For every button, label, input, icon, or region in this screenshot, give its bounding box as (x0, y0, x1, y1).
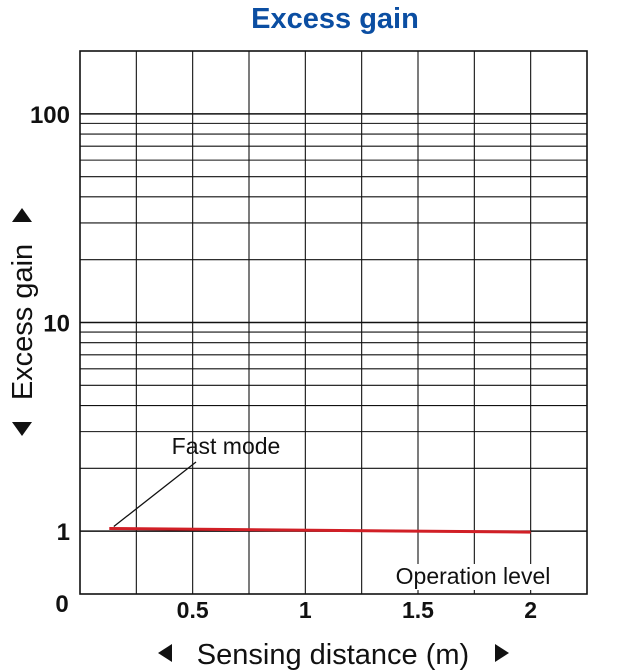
y-axis-label: Excess gain (7, 244, 39, 400)
origin-tick-label: 0 (55, 591, 68, 618)
operation-level-label: Operation level (396, 563, 551, 589)
series-line-fast-mode (109, 527, 531, 534)
annotation-layer: Fast mode Operation level (113, 433, 568, 590)
x-tick-label: 2 (524, 597, 537, 623)
plot-frame (79, 50, 588, 595)
y-axis-label-group: Excess gain (7, 208, 39, 436)
y-axis-up-triangle-icon (12, 208, 32, 222)
x-axis-label-group: Sensing distance (m) (158, 639, 509, 671)
y-tick-label: 1 (57, 519, 70, 546)
x-axis-left-triangle-icon (158, 644, 172, 662)
operation-level-label-background (378, 564, 568, 590)
y-tick-label: 100 (30, 102, 70, 129)
y-axis-down-triangle-icon (12, 422, 32, 436)
x-axis-right-triangle-icon (495, 644, 509, 662)
x-tick-label: 1.5 (402, 597, 434, 623)
tick-labels: 1 10 100 0.5 1 1.5 2 0 (30, 102, 537, 623)
chart-title: Excess gain (251, 3, 419, 35)
x-tick-label: 0.5 (177, 597, 209, 623)
fast-mode-leader-line (113, 461, 197, 528)
x-tick-label: 1 (299, 597, 312, 623)
series-layer (109, 527, 531, 534)
x-axis-label: Sensing distance (m) (197, 639, 469, 671)
grid (80, 51, 587, 594)
fast-mode-annotation-label: Fast mode (172, 433, 281, 459)
y-tick-label: 10 (43, 311, 70, 338)
